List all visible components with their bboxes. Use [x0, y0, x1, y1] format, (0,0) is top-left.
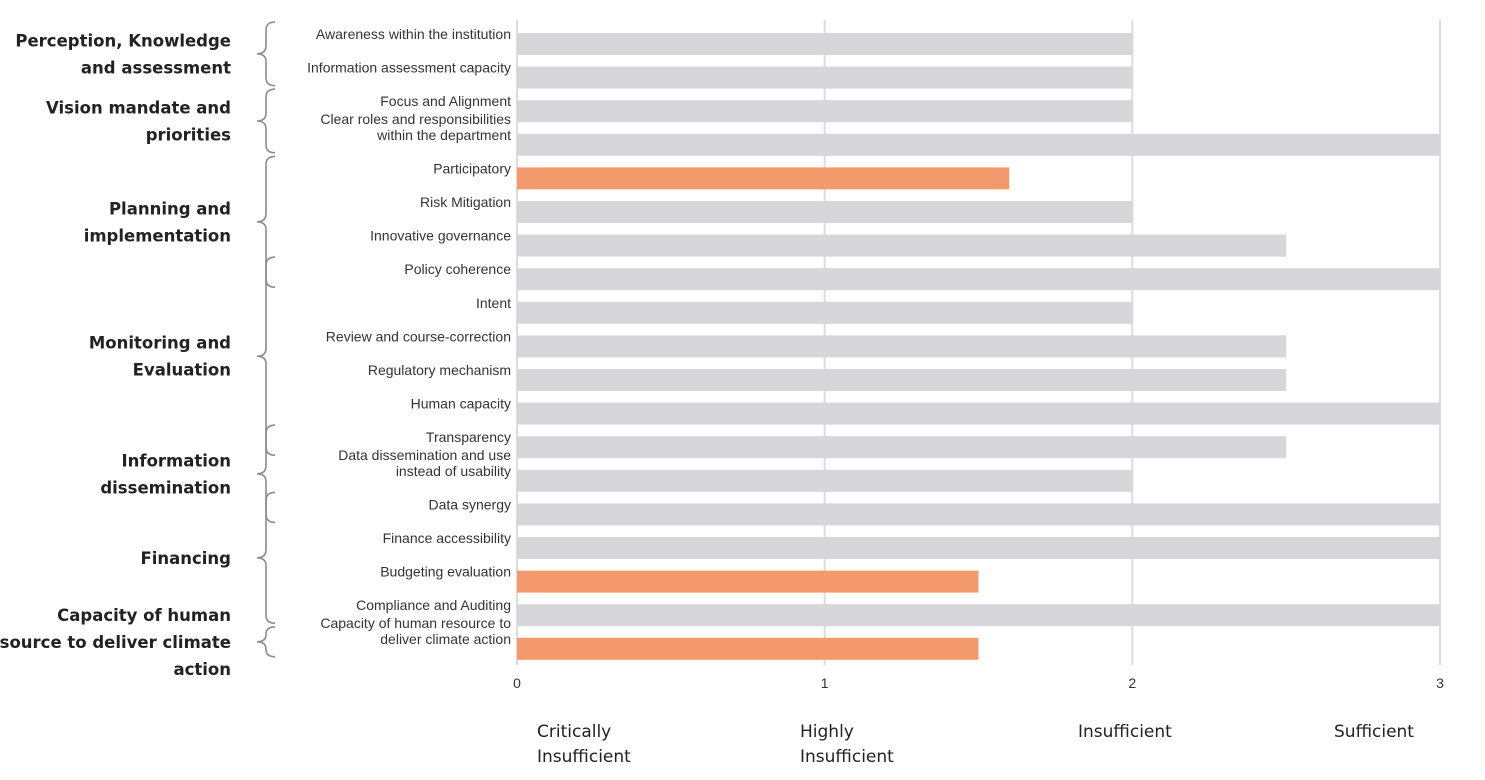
category-label: Participatory: [433, 160, 511, 176]
bar: [517, 33, 1133, 55]
bar: [517, 301, 1133, 324]
group-label: Vision mandate and: [46, 99, 231, 118]
category-label: Focus and Alignment: [380, 93, 511, 109]
x-tick-label: 3: [1436, 675, 1444, 691]
bar: [517, 402, 1440, 425]
level-labels: Critically Insufficient Highly Insufficient…: [537, 722, 1414, 767]
bar: [517, 436, 1287, 459]
group-label: priorities: [146, 126, 231, 145]
group-label: Evaluation: [133, 361, 231, 380]
bar: [517, 637, 979, 660]
group-brace: [256, 491, 276, 624]
category-label: Awareness within the institution: [316, 26, 511, 42]
group-label: implementation: [84, 226, 231, 245]
group-label: action: [173, 660, 231, 679]
category-label: Transparency: [426, 429, 511, 445]
group-label: Capacity of human: [57, 606, 231, 625]
bar: [517, 66, 1133, 89]
category-labels: Awareness within the institution Informat…: [307, 26, 511, 647]
bar: [517, 537, 1440, 559]
group-label: resource to deliver climate: [0, 633, 231, 652]
category-label: Regulatory mechanism: [368, 362, 511, 378]
level-label: Insufficient: [800, 747, 894, 767]
level-label: Highly: [800, 722, 854, 742]
bar: [517, 604, 1440, 627]
bar: [517, 133, 1440, 156]
bar: [517, 335, 1287, 358]
x-tick-label: 1: [821, 675, 829, 691]
level-label: Critically: [537, 722, 611, 742]
bar: [517, 234, 1287, 257]
bar: [517, 201, 1133, 223]
category-label: Review and course-correction: [326, 328, 511, 344]
group-label: Planning and: [109, 199, 231, 218]
bar: [517, 268, 1440, 291]
bar: [517, 369, 1287, 391]
level-label: Sufficient: [1334, 722, 1414, 742]
bar: [517, 570, 979, 593]
x-axis-ticks: 0 1 2 3: [513, 675, 1444, 691]
group-label: Information: [122, 451, 232, 470]
category-label: Clear roles and responsibilities: [320, 111, 511, 127]
bar: [517, 100, 1133, 123]
group-label: and assessment: [81, 58, 231, 77]
category-label: Data dissemination and use: [338, 447, 511, 463]
group-label: Financing: [140, 549, 231, 568]
level-label: Insufficient: [537, 747, 631, 767]
bars: [517, 33, 1440, 660]
group-brace: [256, 21, 276, 87]
category-label: within the department: [376, 127, 511, 143]
bar: [517, 469, 1133, 492]
category-label: instead of usability: [396, 463, 511, 479]
category-label: Intent: [476, 295, 511, 311]
category-label: Data synergy: [429, 496, 511, 512]
category-label: Finance accessibility: [383, 530, 511, 546]
x-tick-label: 0: [513, 675, 521, 691]
x-tick-label: 2: [1128, 675, 1136, 691]
level-label: Insufficient: [1078, 722, 1172, 742]
category-label: deliver climate action: [380, 631, 511, 647]
category-label: Information assessment capacity: [307, 60, 511, 76]
group-labels: Perception, Knowledge and assessment Visio…: [0, 21, 276, 679]
category-label: Compliance and Auditing: [356, 597, 511, 613]
group-brace: [256, 626, 276, 658]
category-label: Innovative governance: [370, 228, 511, 244]
group-brace: [256, 88, 276, 154]
category-label: Capacity of human resource to: [320, 615, 511, 631]
category-label: Budgeting evaluation: [380, 564, 511, 580]
category-label: Human capacity: [411, 396, 511, 412]
group-label: Perception, Knowledge: [15, 31, 231, 50]
category-label: Risk Mitigation: [420, 194, 511, 210]
category-label: Policy coherence: [404, 261, 511, 277]
bar: [517, 503, 1440, 526]
group-label: dissemination: [100, 478, 231, 497]
bar: [517, 167, 1010, 190]
group-label: Monitoring and: [89, 334, 231, 353]
